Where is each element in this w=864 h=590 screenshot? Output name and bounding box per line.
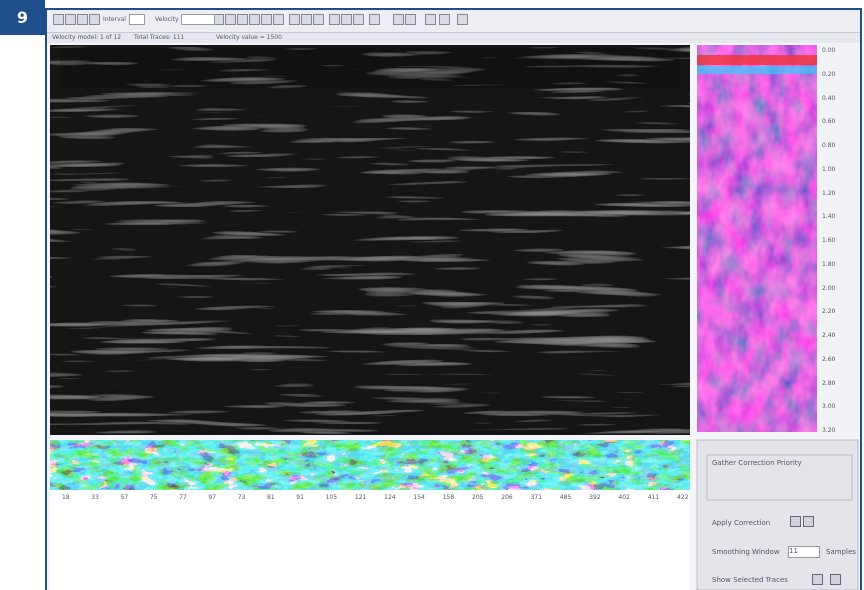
toolbar-button[interactable] bbox=[457, 14, 468, 25]
show-label: Show Selected Traces bbox=[712, 576, 788, 584]
velocity-tick-label: 0.40 bbox=[822, 95, 835, 102]
trace-tick-label: 73 bbox=[238, 494, 246, 501]
show-button[interactable] bbox=[830, 574, 841, 585]
samples-label: Samples bbox=[826, 548, 856, 556]
seismic-texture bbox=[50, 45, 690, 435]
velocity-tick-label: 1.20 bbox=[822, 190, 835, 197]
velocity-tick-label: 1.00 bbox=[822, 166, 835, 173]
trace-tick-label: 206 bbox=[501, 494, 512, 501]
trace-tick-label: 105 bbox=[326, 494, 337, 501]
trace-tick-label: 402 bbox=[618, 494, 629, 501]
smoothing-input[interactable]: 11 bbox=[788, 546, 820, 558]
toolbar-button[interactable] bbox=[289, 14, 300, 25]
toolbar-button[interactable] bbox=[237, 14, 248, 25]
apply-button[interactable] bbox=[790, 516, 801, 527]
toolbar-label: Velocity bbox=[155, 16, 179, 23]
trace-tick-label: 154 bbox=[413, 494, 424, 501]
velocity-tick-label: 2.40 bbox=[822, 332, 835, 339]
trace-tick-label: 485 bbox=[560, 494, 571, 501]
trace-tick-label: 124 bbox=[384, 494, 395, 501]
velocity-tick-label: 2.60 bbox=[822, 356, 835, 363]
toolbar-button[interactable] bbox=[53, 14, 64, 25]
toolbar-button[interactable] bbox=[405, 14, 416, 25]
toolbar-input[interactable] bbox=[129, 14, 145, 25]
trace-tick-label: 392 bbox=[589, 494, 600, 501]
velocity-tick-label: 2.80 bbox=[822, 380, 835, 387]
smoothing-label: Smoothing Window bbox=[712, 548, 780, 556]
trace-tick-label: 75 bbox=[150, 494, 158, 501]
toolbar-input[interactable] bbox=[181, 14, 215, 25]
trace-tick-label: 91 bbox=[296, 494, 304, 501]
velocity-shallow bbox=[697, 55, 817, 65]
velocity-panel bbox=[697, 45, 817, 432]
toolbar-button[interactable] bbox=[249, 14, 260, 25]
trace-tick-label: 77 bbox=[179, 494, 187, 501]
plot-area bbox=[50, 490, 690, 590]
velocity-tick-label: 1.60 bbox=[822, 237, 835, 244]
velocity-tick-label: 1.80 bbox=[822, 261, 835, 268]
toolbar-label: Interval bbox=[103, 16, 126, 23]
trace-tick-label: 411 bbox=[648, 494, 659, 501]
trace-tick-label: 57 bbox=[121, 494, 129, 501]
toolbar-button[interactable] bbox=[369, 14, 380, 25]
velocity-shallow bbox=[697, 66, 817, 74]
toolbar-button[interactable] bbox=[261, 14, 272, 25]
seismic-top bbox=[60, 48, 680, 88]
toolbar-button[interactable] bbox=[273, 14, 284, 25]
velocity-tick-label: 2.20 bbox=[822, 308, 835, 315]
velocity-tick-label: 0.00 bbox=[822, 47, 835, 54]
trace-tick-label: 97 bbox=[208, 494, 216, 501]
velocity-tick-label: 2.00 bbox=[822, 285, 835, 292]
trace-tick-label: 371 bbox=[531, 494, 542, 501]
trace-tick-label: 81 bbox=[267, 494, 275, 501]
status-text: Velocity model: 1 of 12 bbox=[52, 34, 121, 41]
color-strip bbox=[50, 440, 690, 490]
trace-tick-label: 18 bbox=[62, 494, 70, 501]
trace-tick-label: 422 bbox=[677, 494, 688, 501]
toolbar-button[interactable] bbox=[225, 14, 236, 25]
velocity-tick-label: 0.20 bbox=[822, 71, 835, 78]
velocity-tick-label: 1.40 bbox=[822, 213, 835, 220]
apply-button[interactable] bbox=[803, 516, 814, 527]
toolbar-button[interactable] bbox=[329, 14, 340, 25]
panels bbox=[0, 0, 864, 590]
screenshot: 9 bbox=[0, 0, 864, 590]
trace-tick-label: 205 bbox=[472, 494, 483, 501]
status-text: Total Traces: 111 bbox=[134, 34, 184, 41]
toolbar-button[interactable] bbox=[313, 14, 324, 25]
status-text: Velocity value = 1500 bbox=[216, 34, 282, 41]
toolbar-button[interactable] bbox=[425, 14, 436, 25]
apply-label: Apply Correction bbox=[712, 519, 770, 527]
velocity-tick-label: 3.20 bbox=[822, 427, 835, 434]
trace-tick-label: 121 bbox=[355, 494, 366, 501]
toolbar-button[interactable] bbox=[301, 14, 312, 25]
toolbar-button[interactable] bbox=[341, 14, 352, 25]
toolbar-button[interactable] bbox=[77, 14, 88, 25]
toolbar-button[interactable] bbox=[439, 14, 450, 25]
panel-title: Gather Correction Priority bbox=[712, 459, 802, 467]
velocity-tick-label: 0.60 bbox=[822, 118, 835, 125]
velocity-tick-label: 3.00 bbox=[822, 403, 835, 410]
toolbar-button[interactable] bbox=[89, 14, 100, 25]
velocity-tick-label: 0.80 bbox=[822, 142, 835, 149]
toolbar-button[interactable] bbox=[353, 14, 364, 25]
toolbar-button[interactable] bbox=[65, 14, 76, 25]
trace-tick-label: 158 bbox=[443, 494, 454, 501]
show-button[interactable] bbox=[812, 574, 823, 585]
trace-tick-label: 33 bbox=[91, 494, 99, 501]
toolbar-button[interactable] bbox=[393, 14, 404, 25]
